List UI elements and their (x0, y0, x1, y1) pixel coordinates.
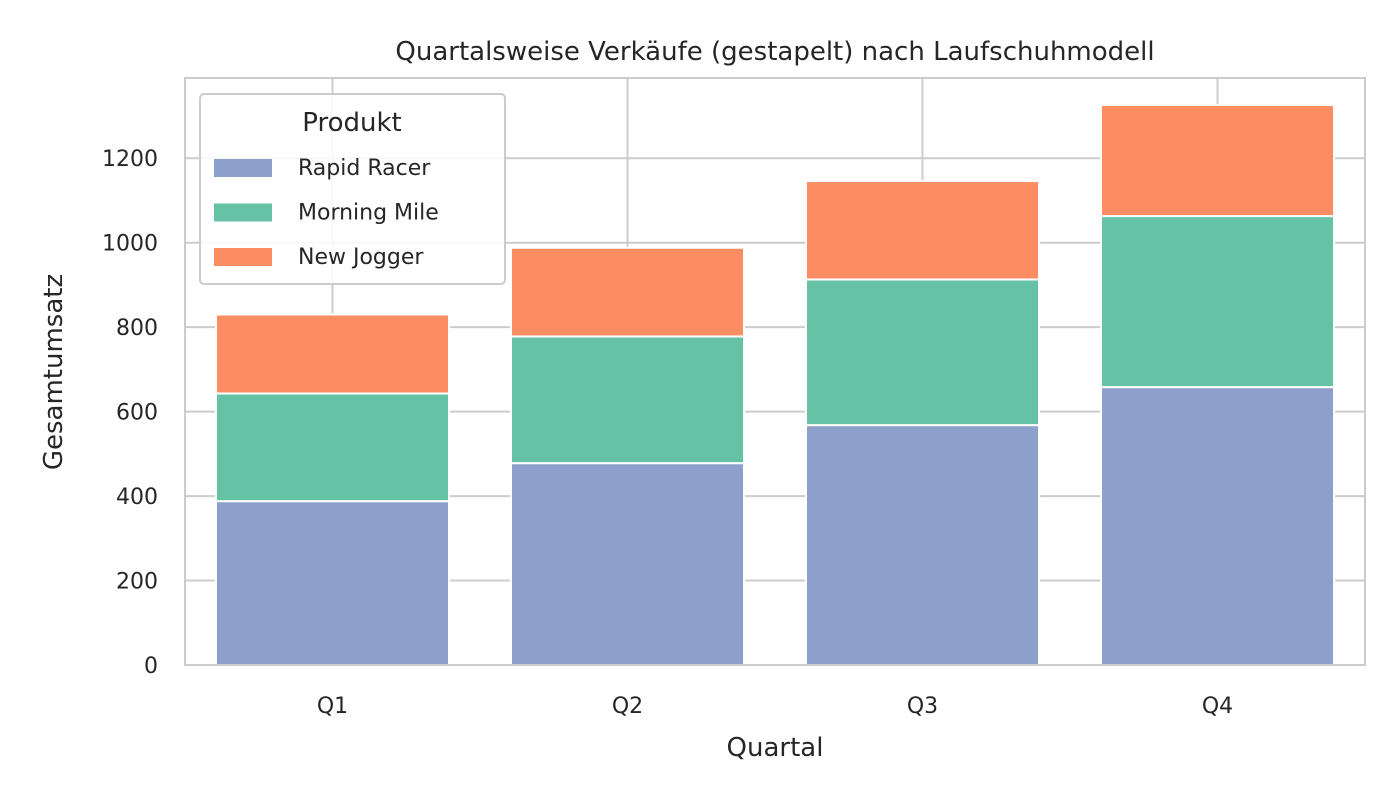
y-tick-label: 400 (116, 485, 158, 510)
y-axis-title: Gesamtumsatz (39, 274, 69, 470)
legend-swatch-morning-mile (214, 203, 272, 222)
legend-label-new-jogger: New Jogger (298, 245, 424, 270)
y-tick-label: 600 (116, 401, 158, 426)
bar-rapid-racer-q1 (214, 500, 451, 666)
chart-title: Quartalsweise Verkäufe (gestapelt) nach … (395, 37, 1154, 67)
bar-new-jogger-q3 (804, 180, 1041, 281)
legend-box (199, 93, 506, 285)
bar-new-jogger-q1 (214, 313, 451, 395)
y-tick-label: 0 (144, 654, 158, 679)
legend-title: Produkt (302, 108, 401, 138)
legend-swatch-new-jogger (214, 248, 272, 266)
y-tick-label: 200 (116, 570, 158, 595)
y-tick-label: 1000 (102, 232, 158, 257)
legend: Produkt Rapid Racer Morning Mile New Jogge… (199, 93, 506, 285)
legend-label-rapid-racer: Rapid Racer (298, 156, 431, 181)
bar-new-jogger-q2 (509, 246, 746, 338)
y-tick-label: 800 (116, 316, 158, 341)
bar-rapid-racer-q2 (509, 462, 746, 666)
tick-layer: 0 200 400 600 800 1000 1200 Q1 Q2 Q3 Q4 (102, 147, 1233, 719)
legend-entries: Rapid Racer Morning Mile New Jogger (214, 156, 439, 270)
bar-morning-mile-q4 (1099, 215, 1336, 389)
x-tick-label: Q2 (612, 694, 643, 719)
x-tick-label: Q4 (1202, 694, 1233, 719)
x-tick-label: Q1 (317, 694, 348, 719)
legend-swatch-rapid-racer (214, 159, 272, 177)
bar-morning-mile-q2 (509, 335, 746, 465)
plot-frame (184, 77, 1366, 666)
bar-rapid-racer-q4 (1099, 386, 1336, 666)
x-tick-label: Q3 (907, 694, 938, 719)
x-axis-title: Quartal (727, 733, 824, 763)
legend-label-morning-mile: Morning Mile (298, 201, 439, 226)
bar-new-jogger-q4 (1099, 104, 1336, 218)
bar-morning-mile-q1 (214, 392, 451, 503)
bar-morning-mile-q3 (804, 278, 1041, 427)
bar-layer (214, 104, 1336, 667)
bar-rapid-racer-q3 (804, 424, 1041, 667)
y-tick-label: 1200 (102, 147, 158, 172)
